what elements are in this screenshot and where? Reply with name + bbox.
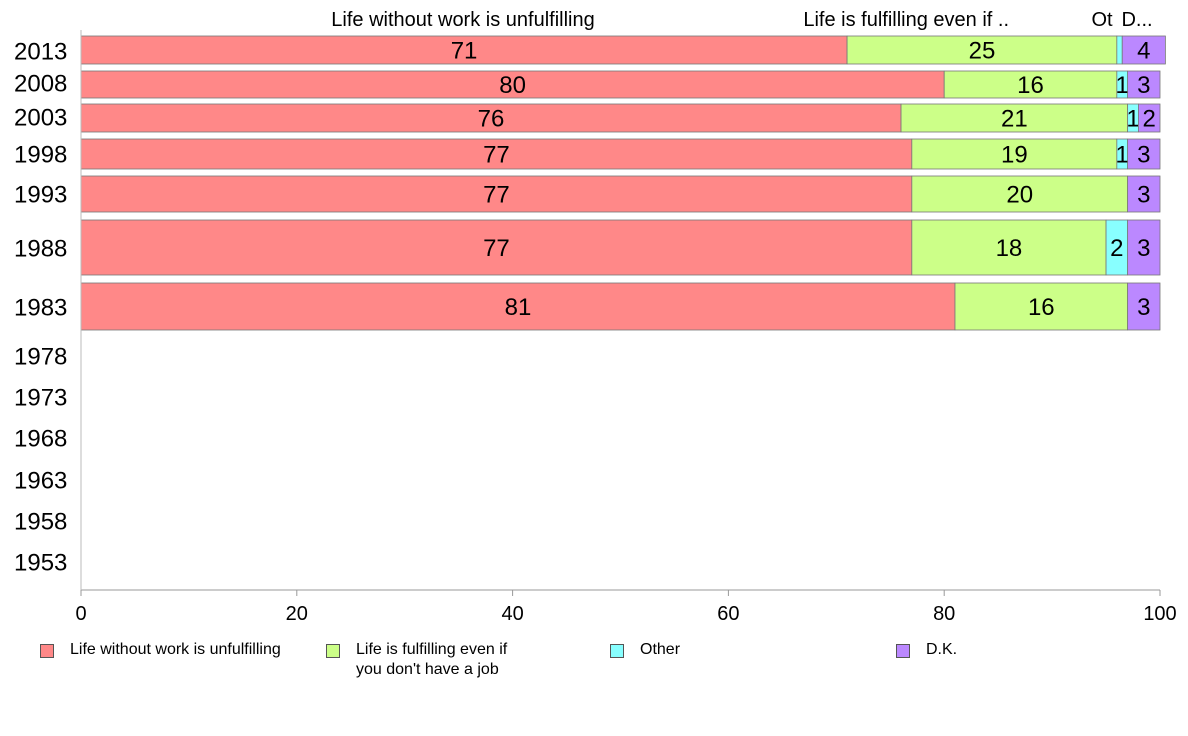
category-label-2013: 2013 — [14, 39, 67, 66]
category-label-1953: 1953 — [14, 550, 67, 577]
top-label-1: Life is fulfilling even if .. — [803, 9, 1009, 31]
legend-label-fulfilling: Life is fulfilling even if you don't hav… — [356, 641, 508, 678]
category-label-1978: 1978 — [14, 344, 67, 371]
x-tick-label-80: 80 — [933, 603, 955, 625]
x-tick-label-0: 0 — [75, 603, 86, 625]
bar-2003-series-3 — [1138, 103, 1161, 133]
legend-label-dk: D.K. — [926, 641, 958, 658]
data-label-2003-series-3: 2 — [1143, 106, 1156, 133]
stacked-bar-chart: Life without work is unfulfilling Life is… — [14, 9, 1177, 625]
category-label-2008: 2008 — [14, 71, 67, 98]
data-label-1988-series-0: 77 — [483, 235, 510, 262]
x-tick-label-60: 60 — [717, 603, 739, 625]
data-label-1998-series-2: 1 — [1116, 142, 1129, 169]
data-label-2008-series-3: 3 — [1137, 72, 1150, 99]
data-label-1988-series-1: 18 — [996, 235, 1023, 262]
data-label-2008-series-1: 16 — [1017, 72, 1044, 99]
data-label-1998-series-3: 3 — [1137, 142, 1150, 169]
data-label-1983-series-1: 16 — [1028, 294, 1055, 321]
bar-1993-series-1 — [911, 175, 1129, 213]
x-tick-label-100: 100 — [1143, 603, 1176, 625]
bar-2013-series-0 — [80, 35, 848, 65]
legend-label-other: Other — [640, 641, 681, 658]
bar-2003-series-0 — [80, 103, 902, 133]
bar-2003-series-1 — [900, 103, 1129, 133]
bar-1998-series-1 — [911, 138, 1118, 170]
data-label-2003-series-2: 1 — [1126, 106, 1139, 133]
data-label-2003-series-0: 76 — [478, 106, 505, 133]
category-label-1983: 1983 — [14, 295, 67, 322]
data-label-1983-series-0: 81 — [505, 294, 532, 321]
bar-1993-series-0 — [80, 175, 913, 213]
legend-item-fulfilling: Life is fulfilling even if you don't hav… — [326, 640, 507, 680]
data-label-1993-series-3: 3 — [1137, 182, 1150, 209]
legend-item-other: Other — [610, 640, 680, 660]
data-label-2013-series-0: 71 — [451, 38, 478, 65]
data-label-2013-series-1: 25 — [969, 38, 996, 65]
data-label-1998-series-0: 77 — [483, 142, 510, 169]
legend-swatch-dk — [896, 644, 910, 658]
data-label-1988-series-3: 3 — [1137, 235, 1150, 262]
category-label-1988: 1988 — [14, 236, 67, 263]
x-tick-label-20: 20 — [286, 603, 308, 625]
category-label-2003: 2003 — [14, 105, 67, 132]
category-label-1963: 1963 — [14, 468, 67, 495]
top-label-2: Ot — [1091, 9, 1113, 31]
bar-1998-series-3 — [1127, 138, 1161, 170]
category-label-1958: 1958 — [14, 509, 67, 536]
legend-swatch-unfulfilling — [40, 644, 54, 658]
bar-1988-series-3 — [1127, 219, 1161, 276]
legend: Life without work is unfulfilling Life i… — [0, 640, 1188, 690]
bar-1988-series-1 — [911, 219, 1107, 276]
bar-2013-series-2 — [1116, 35, 1123, 65]
data-label-2008-series-2: 1 — [1116, 72, 1129, 99]
data-label-1983-series-3: 3 — [1137, 294, 1150, 321]
bar-2008-series-0 — [80, 70, 945, 99]
bar-2008-series-1 — [943, 70, 1118, 99]
bar-2008-series-3 — [1127, 70, 1161, 99]
data-label-2013-series-3: 4 — [1137, 38, 1150, 65]
data-label-2003-series-1: 21 — [1001, 106, 1028, 133]
data-label-1988-series-2: 2 — [1110, 235, 1123, 262]
bar-1993-series-3 — [1127, 175, 1161, 213]
bar-1998-series-0 — [80, 138, 913, 170]
data-label-2008-series-0: 80 — [499, 72, 526, 99]
legend-item-dk: D.K. — [896, 640, 957, 660]
bar-2013-series-3 — [1121, 35, 1166, 65]
top-label-0: Life without work is unfulfilling — [331, 9, 594, 31]
top-label-3: D... — [1121, 9, 1152, 31]
x-tick-label-40: 40 — [501, 603, 523, 625]
bar-1988-series-0 — [80, 219, 913, 276]
legend-swatch-fulfilling — [326, 644, 340, 658]
category-label-1998: 1998 — [14, 142, 67, 169]
data-label-1998-series-1: 19 — [1001, 142, 1028, 169]
legend-item-unfulfilling: Life without work is unfulfilling — [40, 640, 281, 660]
bar-1983-series-1 — [954, 282, 1129, 331]
data-label-1993-series-1: 20 — [1006, 182, 1033, 209]
bar-1983-series-0 — [80, 282, 956, 331]
legend-swatch-other — [610, 644, 624, 658]
category-label-1973: 1973 — [14, 385, 67, 412]
legend-label-unfulfilling: Life without work is unfulfilling — [70, 641, 281, 658]
category-label-1993: 1993 — [14, 182, 67, 209]
data-label-1993-series-0: 77 — [483, 182, 510, 209]
bar-1983-series-3 — [1127, 282, 1161, 331]
bar-2013-series-1 — [846, 35, 1118, 65]
category-label-1968: 1968 — [14, 426, 67, 453]
